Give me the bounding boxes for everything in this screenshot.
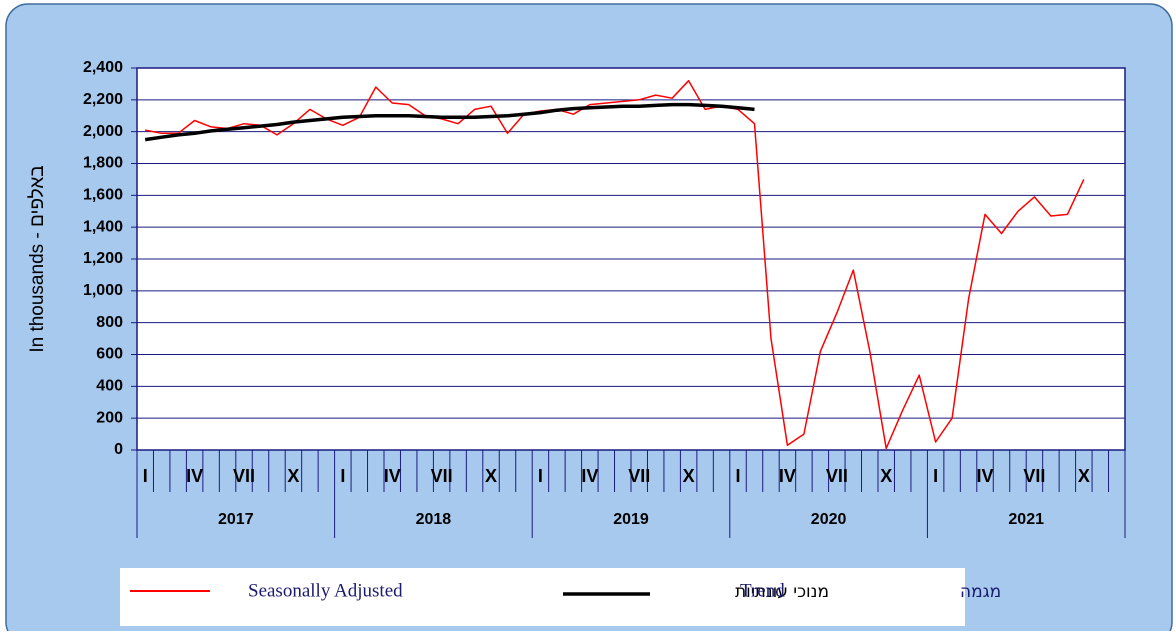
y-tick-label: 0 [114, 441, 123, 458]
y-tick-label: 2,400 [83, 59, 123, 76]
year-label: 2019 [613, 511, 649, 528]
x-tick-label: I [736, 466, 741, 486]
year-label: 2018 [416, 511, 452, 528]
x-tick-label: IV [186, 466, 203, 486]
series-line [144, 102, 755, 142]
y-tick-label: 200 [96, 409, 123, 426]
legend-label: Seasonally Adjusted [248, 580, 403, 601]
x-tick-label: IV [977, 466, 994, 486]
legend-label: מנוכי עונתיות [735, 582, 829, 602]
x-tick-label: VII [826, 466, 848, 486]
legend-label: Trend [740, 580, 785, 601]
x-tick-label: IV [779, 466, 796, 486]
x-tick-label: I [340, 466, 345, 486]
y-axis-label: In thousands - באלפים [27, 165, 48, 352]
y-tick-label: 600 [96, 346, 123, 363]
year-label: 2021 [1008, 511, 1044, 528]
y-tick-label: 2,000 [83, 123, 123, 140]
y-tick-label: 1,400 [83, 218, 123, 235]
y-tick-label: 1,200 [83, 250, 123, 267]
legend-label: מגמה [960, 582, 1001, 602]
series-line [145, 79, 1085, 450]
x-tick-label: IV [384, 466, 401, 486]
year-label: 2017 [218, 511, 254, 528]
x-tick-label: I [143, 466, 148, 486]
y-tick-label: 1,800 [83, 155, 123, 172]
x-tick-label: VII [1023, 466, 1045, 486]
legend [120, 568, 965, 626]
x-tick-label: X [287, 466, 299, 486]
year-label: 2020 [811, 511, 847, 528]
y-tick-label: 1,000 [83, 282, 123, 299]
x-tick-label: VII [628, 466, 650, 486]
x-tick-label: X [683, 466, 695, 486]
x-tick-label: VII [233, 466, 255, 486]
x-tick-label: I [933, 466, 938, 486]
y-tick-label: 800 [96, 314, 123, 331]
x-tick-label: VII [431, 466, 453, 486]
x-tick-label: IV [581, 466, 598, 486]
y-tick-label: 1,600 [83, 187, 123, 204]
x-tick-label: X [880, 466, 892, 486]
x-tick-label: I [538, 466, 543, 486]
x-tick-label: X [1078, 466, 1090, 486]
y-tick-label: 2,200 [83, 91, 123, 108]
x-tick-label: X [485, 466, 497, 486]
y-tick-label: 400 [96, 378, 123, 395]
